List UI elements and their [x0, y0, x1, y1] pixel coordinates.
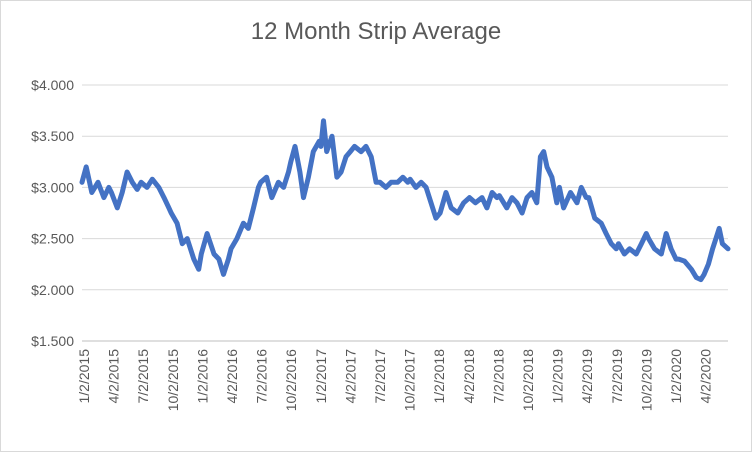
x-tick-label: 4/2/2018 — [461, 349, 477, 404]
x-tick-label: 10/2/2015 — [165, 349, 181, 411]
chart-title: 12 Month Strip Average — [250, 18, 502, 45]
y-tick-label: $1.500 — [31, 333, 74, 349]
x-tick-label: 7/2/2018 — [490, 349, 506, 404]
x-tick-label: 10/2/2017 — [402, 349, 418, 411]
gridlines — [82, 84, 728, 291]
x-tick-label: 1/2/2019 — [550, 349, 566, 404]
x-tick-label: 1/2/2017 — [313, 349, 329, 404]
x-tick-label: 10/2/2018 — [520, 349, 536, 411]
y-tick-label: $2.500 — [31, 231, 74, 247]
x-tick-label: 10/2/2016 — [283, 349, 299, 411]
y-tick-label: $2.000 — [31, 282, 74, 298]
x-tick-label: 10/2/2019 — [638, 349, 654, 411]
x-tick-label: 1/2/2018 — [431, 349, 447, 404]
x-tick-label: 7/2/2017 — [372, 349, 388, 404]
y-axis-tick-labels: $4.000 $3.500 $3.000 $2.500 $2.000 $1.500 — [31, 77, 74, 349]
x-tick-label: 7/2/2015 — [135, 349, 151, 404]
y-tick-label: $3.000 — [31, 179, 74, 195]
series-lines — [79, 118, 731, 283]
x-tick-label: 4/2/2020 — [698, 349, 714, 404]
x-tick-label: 1/2/2016 — [194, 349, 210, 404]
x-tick-label: 4/2/2016 — [224, 349, 240, 404]
x-tick-label: 4/2/2017 — [342, 349, 358, 404]
series-line — [79, 118, 731, 283]
y-tick-label: $3.500 — [31, 128, 74, 144]
y-tick-label: $4.000 — [31, 77, 74, 93]
x-tick-label: 1/2/2020 — [668, 349, 684, 404]
x-axis-tick-labels: 1/2/2015 4/2/2015 7/2/2015 10/2/2015 1/2/201… — [76, 349, 714, 412]
x-tick-label: 7/2/2016 — [254, 349, 270, 404]
x-tick-label: 4/2/2015 — [106, 349, 122, 404]
x-tick-label: 7/2/2019 — [609, 349, 625, 404]
x-tick-label: 1/2/2015 — [76, 349, 92, 404]
x-tick-label: 4/2/2019 — [579, 349, 595, 404]
